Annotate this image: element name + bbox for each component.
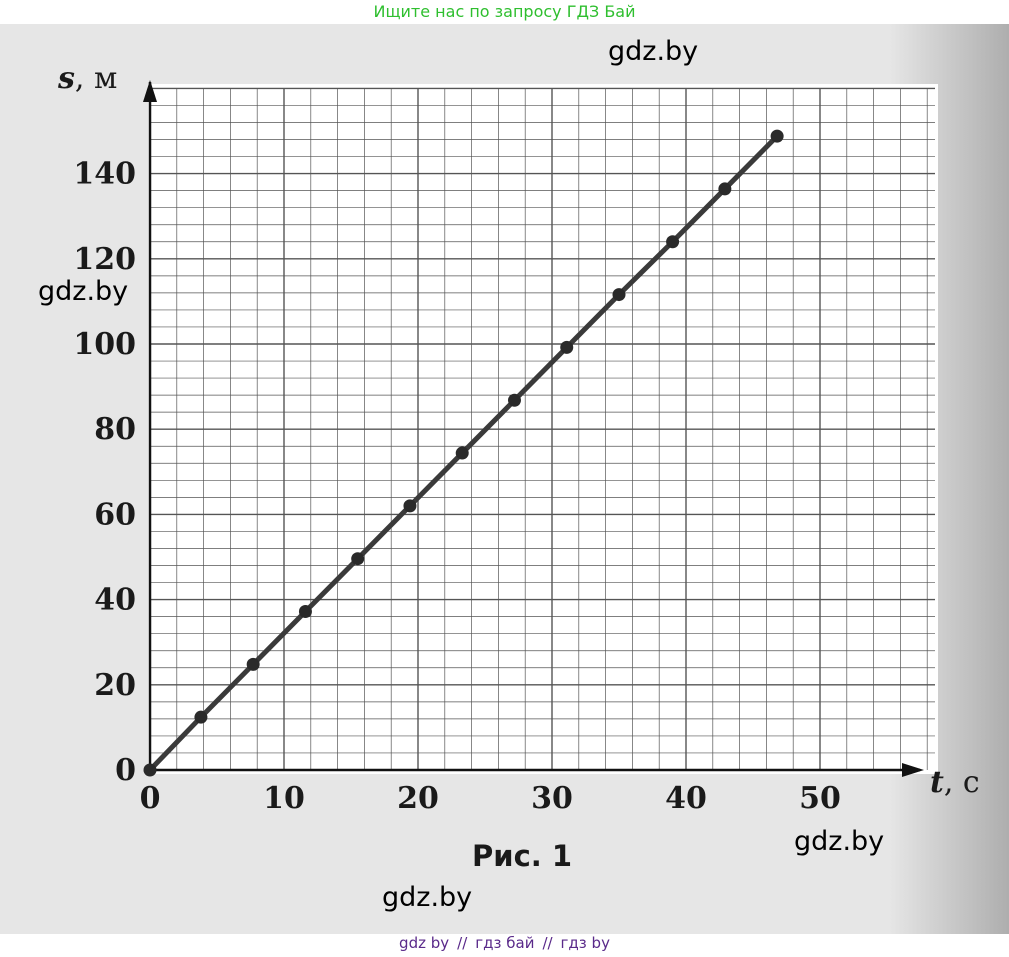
y-tick-label: 120 xyxy=(73,242,136,277)
watermark-left: gdz.by xyxy=(38,276,129,307)
y-tick-label: 60 xyxy=(94,497,136,532)
x-axis-unit: , с xyxy=(944,765,980,800)
data-point xyxy=(246,657,260,671)
bottom-sep-2: // xyxy=(542,934,553,952)
y-tick-label: 0 xyxy=(115,753,136,788)
figure-caption: Рис. 1 xyxy=(472,839,572,873)
data-point xyxy=(666,235,680,249)
data-point xyxy=(507,393,521,407)
x-tick-label: 40 xyxy=(665,781,707,816)
watermark-bottom: gdz.by xyxy=(382,882,473,913)
x-tick-label: 30 xyxy=(531,781,573,816)
watermark-top: gdz.by xyxy=(608,36,699,67)
y-axis-var: s xyxy=(57,61,75,96)
x-tick-label: 10 xyxy=(263,781,305,816)
tick-labels: 0 20 40 60 80 100 120 140 0 10 20 30 40 50 xyxy=(73,157,841,816)
y-axis-unit: , м xyxy=(75,61,117,96)
data-point xyxy=(455,446,469,460)
data-point xyxy=(560,340,574,354)
data-point xyxy=(770,129,784,143)
top-banner: Ищите нас по запросу ГДЗ Бай xyxy=(373,2,636,21)
x-tick-label: 50 xyxy=(799,781,841,816)
y-axis-label: s, м xyxy=(57,61,117,96)
y-tick-label: 80 xyxy=(94,412,136,447)
data-point xyxy=(194,710,208,724)
data-point xyxy=(143,763,157,777)
bottom-links: gdz by // гдз бай // гдз by xyxy=(0,934,1009,952)
data-point xyxy=(612,288,626,302)
data-point xyxy=(298,605,312,619)
bottom-sep-1: // xyxy=(457,934,468,952)
bottom-link-1[interactable]: gdz by xyxy=(399,934,450,952)
y-tick-label: 140 xyxy=(73,157,136,192)
y-tick-label: 40 xyxy=(94,583,136,618)
watermark-bottom-right: gdz.by xyxy=(794,826,885,857)
y-axis-arrow xyxy=(143,80,157,102)
y-tick-label: 20 xyxy=(94,668,136,703)
grid-lines xyxy=(150,87,935,770)
data-point xyxy=(351,552,365,566)
x-axis-label: t, с xyxy=(930,765,980,800)
x-axis-var: t xyxy=(930,765,944,800)
series xyxy=(143,129,784,777)
bottom-link-2[interactable]: гдз бай xyxy=(475,934,535,952)
data-point xyxy=(403,499,417,513)
x-tick-label: 20 xyxy=(397,781,439,816)
x-axis-arrow xyxy=(902,763,924,777)
bottom-link-3[interactable]: гдз by xyxy=(560,934,610,952)
axes xyxy=(143,80,924,777)
y-tick-label: 100 xyxy=(73,327,136,362)
x-tick-label: 0 xyxy=(140,781,161,816)
data-point xyxy=(718,182,732,196)
